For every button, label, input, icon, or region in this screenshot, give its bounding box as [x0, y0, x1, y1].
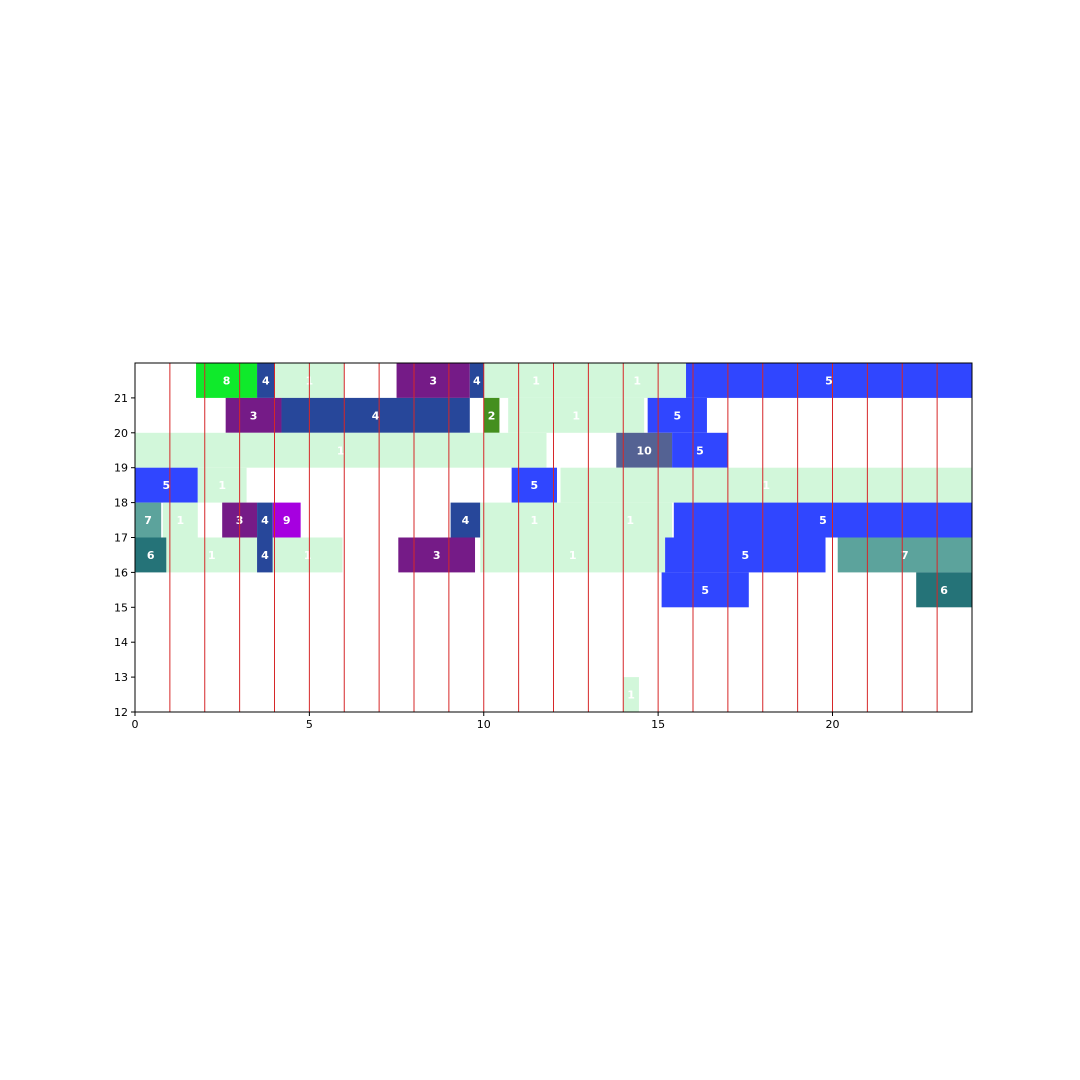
bar-label-15: 5 — [696, 444, 704, 457]
y-tick-label-7: 19 — [114, 462, 128, 475]
x-tick-label-2: 10 — [477, 718, 491, 731]
bar-label-27: 1 — [626, 514, 634, 527]
bar-8 — [225, 397, 282, 433]
bar-label-6: 1 — [633, 374, 641, 387]
bar-label-10: 2 — [488, 409, 496, 422]
bar-30 — [166, 537, 258, 573]
bar-label-36: 7 — [901, 549, 909, 562]
bar-29 — [135, 537, 167, 573]
bar-17 — [197, 467, 247, 503]
bar-24 — [272, 502, 301, 538]
bar-label-13: 1 — [337, 444, 345, 457]
bar-32 — [272, 537, 343, 573]
bar-25 — [450, 502, 481, 538]
bar-38 — [916, 572, 972, 608]
bar-label-16: 5 — [163, 479, 171, 492]
bar-1 — [257, 363, 275, 398]
bar-3 — [396, 363, 470, 398]
bar-10 — [483, 397, 500, 433]
bar-label-7: 5 — [825, 374, 833, 387]
bar-label-38: 6 — [940, 584, 948, 597]
bar-label-26: 1 — [530, 514, 538, 527]
bar-label-25: 4 — [462, 514, 470, 527]
bar-37 — [661, 572, 749, 608]
bar-label-4: 4 — [473, 374, 481, 387]
bar-26 — [480, 502, 589, 538]
bar-35 — [665, 537, 826, 573]
bar-label-37: 5 — [701, 584, 709, 597]
bar-label-0: 8 — [223, 374, 231, 387]
bar-33 — [398, 537, 476, 573]
bar-label-35: 5 — [741, 549, 749, 562]
x-tick-label-4: 20 — [826, 718, 840, 731]
bar-label-19: 1 — [762, 479, 770, 492]
bar-label-17: 1 — [218, 479, 226, 492]
bar-34 — [480, 537, 666, 573]
x-tick-label-1: 5 — [306, 718, 313, 731]
x-tick-label-0: 0 — [132, 718, 139, 731]
bar-label-23: 4 — [261, 514, 269, 527]
bar-14 — [616, 432, 673, 468]
y-tick-label-8: 20 — [114, 427, 128, 440]
x-tick-label-3: 15 — [651, 718, 665, 731]
y-tick-label-9: 21 — [114, 392, 128, 405]
bar-16 — [135, 467, 198, 503]
bar-label-28: 5 — [819, 514, 827, 527]
bar-label-9: 4 — [372, 409, 380, 422]
plot-area: 8413411534215110551517134941156141315756… — [114, 362, 973, 731]
bar-label-24: 9 — [283, 514, 291, 527]
bar-label-30: 1 — [208, 549, 216, 562]
bar-12 — [647, 397, 707, 433]
bar-label-31: 4 — [261, 549, 269, 562]
bar-20 — [135, 502, 162, 538]
bar-7 — [686, 363, 972, 398]
bar-label-20: 7 — [144, 514, 152, 527]
bar-6 — [588, 363, 687, 398]
bar-13 — [135, 432, 547, 468]
bar-39 — [623, 677, 639, 712]
bar-label-39: 1 — [627, 689, 635, 702]
y-tick-label-4: 16 — [114, 566, 128, 579]
y-tick-label-1: 13 — [114, 671, 128, 684]
bar-label-18: 5 — [530, 479, 538, 492]
y-tick-label-6: 18 — [114, 497, 128, 510]
bar-31 — [257, 537, 273, 573]
bar-21 — [162, 502, 198, 538]
bar-36 — [837, 537, 972, 573]
bar-label-11: 1 — [572, 409, 580, 422]
bar-11 — [508, 397, 645, 433]
bar-5 — [483, 363, 589, 398]
bar-label-3: 3 — [429, 374, 437, 387]
bar-label-12: 5 — [673, 409, 681, 422]
bar-15 — [672, 432, 728, 468]
bar-label-14: 10 — [637, 444, 653, 457]
y-tick-label-5: 17 — [114, 532, 128, 545]
bar-label-1: 4 — [262, 374, 270, 387]
bar-label-34: 1 — [569, 549, 577, 562]
y-tick-label-3: 15 — [114, 601, 128, 614]
bar-18 — [511, 467, 557, 503]
bar-4 — [469, 363, 484, 398]
y-tick-label-0: 12 — [114, 706, 128, 719]
bar-label-21: 1 — [177, 514, 185, 527]
bar-23 — [257, 502, 273, 538]
bar-label-29: 6 — [147, 549, 155, 562]
bar-9 — [281, 397, 470, 433]
y-tick-label-2: 14 — [114, 636, 128, 649]
bar-label-8: 3 — [250, 409, 258, 422]
bar-label-5: 1 — [532, 374, 540, 387]
bar-28 — [673, 502, 972, 538]
bar-label-33: 3 — [433, 549, 441, 562]
bar-0 — [196, 363, 258, 398]
bar-label-32: 1 — [304, 549, 312, 562]
bar-19 — [560, 467, 972, 503]
